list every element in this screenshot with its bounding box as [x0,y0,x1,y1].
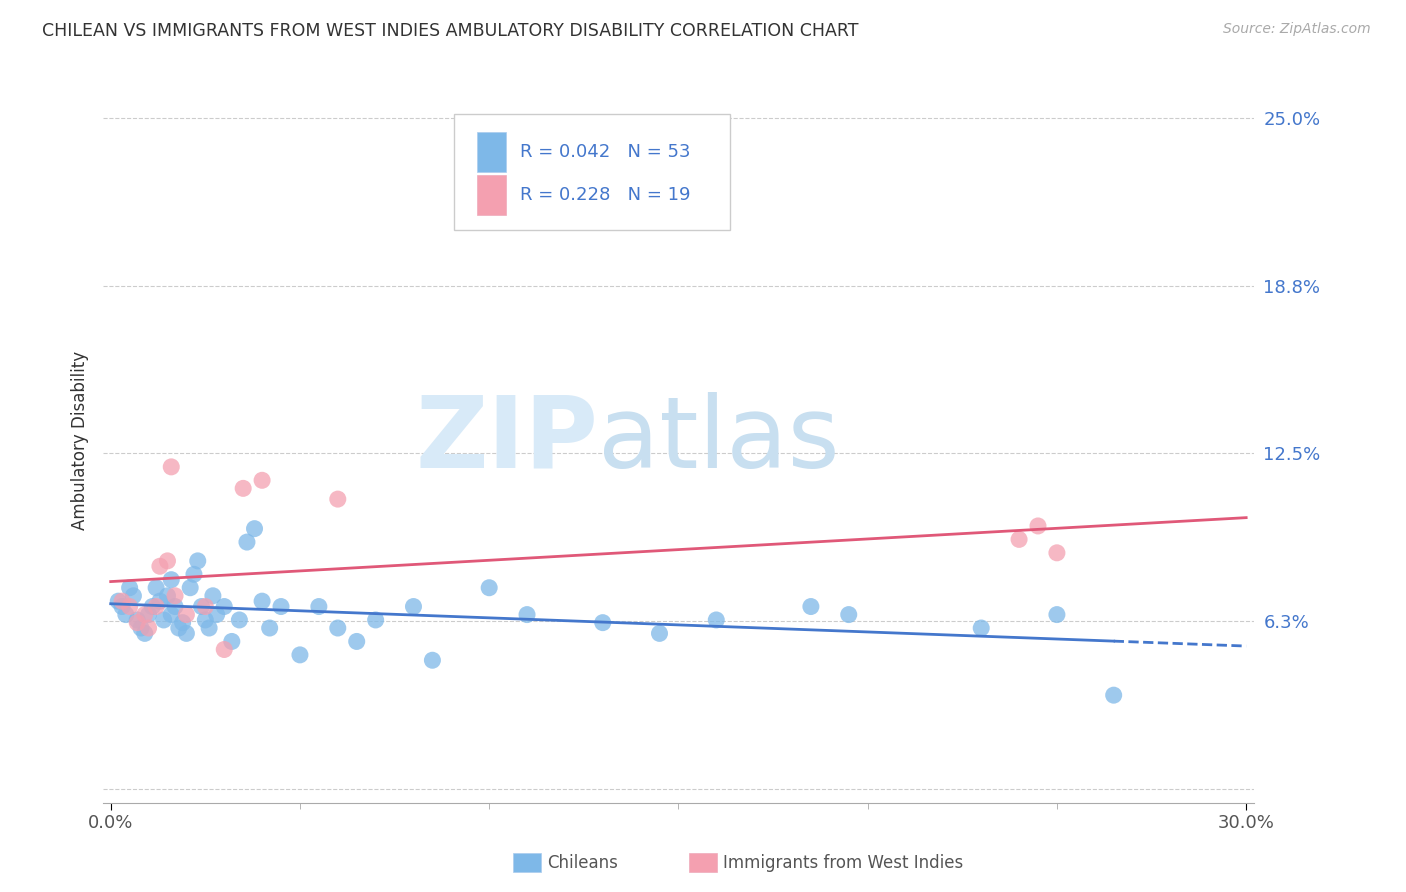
Point [308,599,330,614]
Point [127,615,149,630]
Point [122,589,145,603]
Y-axis label: Ambulatory Disability: Ambulatory Disability [72,351,89,530]
Text: R = 0.042   N = 53: R = 0.042 N = 53 [520,143,690,161]
Point [107,594,129,608]
Point [228,613,250,627]
Point [259,621,281,635]
Point [149,559,172,574]
Point [212,599,235,614]
Text: R = 0.228   N = 19: R = 0.228 N = 19 [520,186,690,204]
Point [152,613,174,627]
Point [402,599,425,614]
Point [270,599,292,614]
Point [250,594,273,608]
Point [1046,607,1069,622]
Point [115,607,138,622]
Point [243,522,266,536]
Point [134,607,156,622]
Point [134,626,156,640]
Point [1102,688,1125,702]
Text: CHILEAN VS IMMIGRANTS FROM WEST INDIES AMBULATORY DISABILITY CORRELATION CHART: CHILEAN VS IMMIGRANTS FROM WEST INDIES A… [42,22,859,40]
Point [172,615,194,630]
Point [236,535,259,549]
Point [970,621,993,635]
Point [800,599,823,614]
Point [201,589,224,603]
Point [478,581,501,595]
Point [648,626,671,640]
Point [118,581,141,595]
FancyBboxPatch shape [477,176,506,215]
Point [179,581,201,595]
Point [187,554,209,568]
Point [346,634,368,648]
Point [138,607,160,622]
Point [232,481,254,495]
Point [288,648,311,662]
Point [163,599,186,614]
Point [160,607,183,622]
Point [838,607,860,622]
Text: Chileans: Chileans [547,854,617,871]
Point [111,594,134,608]
Point [1046,546,1069,560]
Point [364,613,387,627]
Point [141,599,163,614]
Point [129,621,152,635]
Point [145,581,167,595]
Point [183,567,205,582]
Point [160,459,183,474]
Point [1026,519,1049,533]
Point [163,589,186,603]
Text: atlas: atlas [598,392,839,489]
Point [156,589,179,603]
Point [167,621,190,635]
Point [149,594,172,608]
Point [127,613,149,627]
Point [194,613,217,627]
Text: ZIP: ZIP [415,392,598,489]
Point [326,621,349,635]
Point [111,599,134,614]
Point [326,492,349,507]
Point [160,573,183,587]
Point [145,599,167,614]
Point [194,599,217,614]
Point [190,599,212,614]
Point [176,607,198,622]
Point [138,621,160,635]
Point [704,613,727,627]
Point [1008,533,1031,547]
Point [205,607,228,622]
Point [198,621,221,635]
Point [156,554,179,568]
Point [250,473,273,487]
FancyBboxPatch shape [454,113,730,230]
Point [212,642,235,657]
Text: Source: ZipAtlas.com: Source: ZipAtlas.com [1223,22,1371,37]
Point [118,599,141,614]
Point [592,615,614,630]
Point [176,626,198,640]
Text: Immigrants from West Indies: Immigrants from West Indies [723,854,963,871]
Point [422,653,444,667]
Point [516,607,538,622]
FancyBboxPatch shape [477,132,506,172]
Point [221,634,243,648]
